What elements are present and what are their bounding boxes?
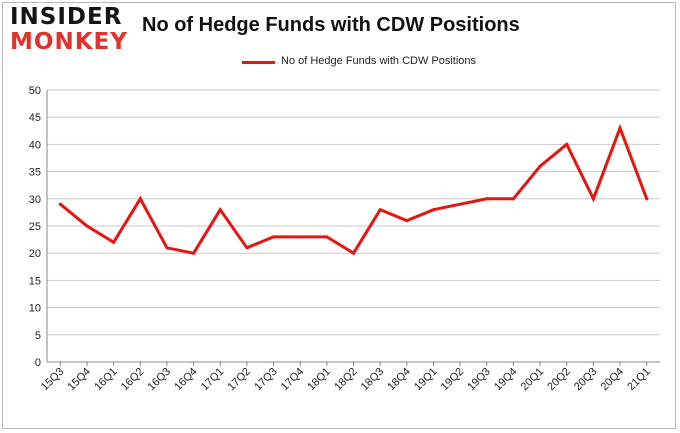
x-tick-label: 17Q4 (279, 366, 307, 394)
data-point (325, 235, 329, 239)
x-tick-label: 21Q1 (625, 366, 653, 394)
x-tick-label: 20Q4 (599, 366, 627, 394)
data-point (218, 208, 222, 212)
data-point (458, 202, 462, 206)
data-point (565, 142, 569, 146)
data-point (112, 240, 116, 244)
data-point (58, 202, 62, 206)
data-point (298, 235, 302, 239)
x-tick-label: 17Q1 (199, 366, 227, 394)
x-tick-label: 19Q1 (412, 366, 440, 394)
x-tick-label: 15Q3 (39, 366, 67, 394)
x-tick-label: 20Q3 (572, 366, 600, 394)
y-tick-label: 25 (29, 221, 41, 233)
x-tick-label: 16Q1 (92, 366, 120, 394)
data-point (165, 246, 169, 250)
x-tick-label: 17Q2 (225, 366, 253, 394)
y-tick-label: 15 (29, 275, 41, 287)
data-point (538, 164, 542, 168)
logo-bottom-text: MONKEY (10, 29, 128, 55)
y-tick-label: 30 (29, 194, 41, 206)
data-point (432, 208, 435, 212)
y-tick-label: 50 (29, 85, 41, 97)
data-point (352, 251, 355, 255)
y-tick-label: 40 (29, 139, 41, 151)
x-tick-label: 18Q3 (359, 366, 387, 394)
data-point (591, 197, 595, 201)
series-line (58, 123, 649, 256)
chart-title: No of Hedge Funds with CDW Positions (142, 14, 520, 36)
x-tick-label: 20Q2 (545, 366, 573, 394)
data-point (85, 224, 89, 228)
x-tick-label: 18Q4 (385, 366, 413, 394)
y-tick-label: 5 (35, 330, 41, 342)
data-point (192, 251, 196, 255)
data-point (511, 197, 515, 201)
x-tick-label: 20Q1 (519, 366, 547, 394)
x-tick-label: 16Q2 (119, 366, 147, 394)
data-point (272, 235, 275, 239)
insider-monkey-logo: INSIDER MONKEY (10, 6, 128, 56)
x-tick-label: 19Q3 (465, 366, 493, 394)
x-tick-label: 19Q2 (439, 366, 467, 394)
y-tick-label: 45 (29, 112, 41, 124)
x-tick-label: 19Q4 (492, 366, 520, 394)
x-tick-label: 15Q4 (66, 366, 94, 394)
y-tick-label: 35 (29, 167, 41, 179)
x-tick-label: 17Q3 (252, 366, 280, 394)
legend-line-swatch (242, 61, 275, 64)
data-point (645, 197, 649, 201)
x-tick-label: 18Q2 (332, 366, 360, 394)
data-point (245, 246, 249, 250)
chart-frame (2, 2, 676, 429)
x-tick-label: 16Q3 (146, 366, 174, 394)
data-point (378, 208, 382, 212)
logo-top-text: INSIDER (10, 4, 123, 30)
x-tick-label: 18Q1 (305, 366, 333, 394)
y-tick-label: 10 (29, 303, 41, 315)
data-point (485, 197, 489, 201)
data-point (618, 126, 622, 130)
data-point (405, 219, 409, 223)
legend-label: No of Hedge Funds with CDW Positions (281, 55, 477, 67)
y-tick-label: 0 (35, 357, 41, 369)
x-tick-label: 16Q4 (172, 366, 200, 394)
y-tick-label: 20 (29, 248, 41, 260)
data-point (138, 197, 142, 201)
